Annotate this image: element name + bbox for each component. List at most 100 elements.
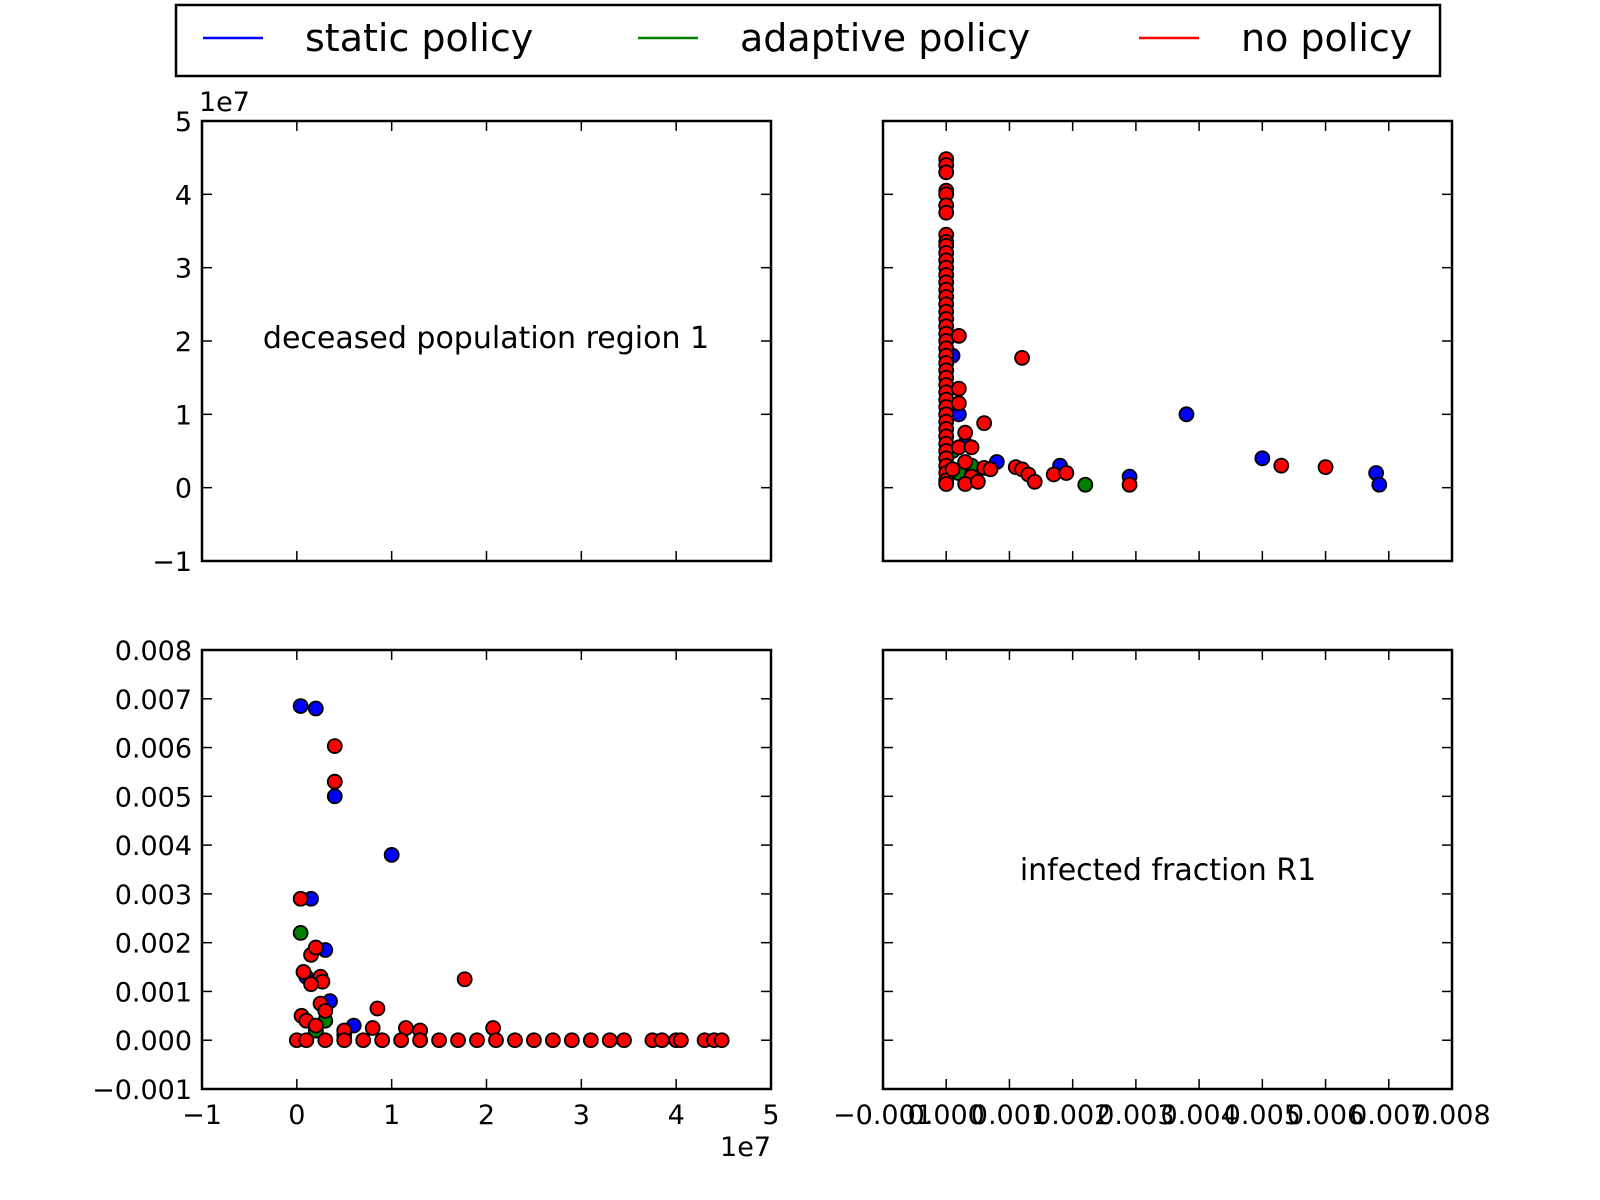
scatter-point-s2-18 [364, 1020, 381, 1036]
scatter-point-s2-1 [326, 773, 343, 790]
scatter-point-s2-27 [393, 1032, 410, 1049]
diagonal-label-bottom-right: infected fraction R1 [1020, 853, 1316, 888]
x-tick-label-0: −1 [182, 1100, 222, 1131]
y-tick-label-5: 0.004 [115, 831, 192, 862]
scatter-point-s2-54 [1014, 349, 1030, 366]
scatter-point-s2-41 [654, 1032, 670, 1049]
scatter-point-s2-46 [713, 1032, 730, 1049]
legend-label-none: no policy [1241, 16, 1412, 60]
x-tick-label-3: 0.002 [1034, 1100, 1111, 1131]
scatter-point-s2-61 [1121, 476, 1138, 493]
x-tick-label-5: 0.004 [1160, 1100, 1237, 1131]
panel-bottom-right: infected fraction R1 −0.0010.0000.0010.0… [833, 648, 1491, 1131]
scatter-point-s1-0 [1077, 476, 1094, 493]
y-tick-label-5: 4 [175, 180, 192, 211]
x-tick-label-4: 0.003 [1097, 1100, 1174, 1131]
y-tick-label-8: 0.007 [115, 685, 192, 716]
scatter-point-s2-2 [938, 164, 955, 181]
scatter-point-s2-38 [601, 1032, 618, 1049]
scatter-point-s2-8 [303, 976, 319, 993]
scatter-point-s2-60 [1058, 465, 1075, 481]
x-tick-label-9: 0.008 [1413, 1100, 1490, 1131]
x-tick-label-6: 0.005 [1224, 1100, 1301, 1131]
legend-frame [174, 3, 1442, 78]
y-tick-label-6: 0.005 [115, 782, 192, 813]
y-tick-label-4: 3 [175, 254, 192, 285]
y-tick-label-9: 0.008 [115, 636, 192, 667]
scatter-point-s2-13 [307, 1017, 324, 1034]
x-tick-label-8: 0.007 [1350, 1100, 1427, 1131]
scatter-point-s2-58 [1026, 473, 1043, 490]
y-tick-label-4: 0.003 [115, 880, 192, 911]
scatter-point-s0-3 [292, 698, 309, 714]
y-tick-label-7: 0.006 [115, 734, 192, 765]
x-tick-label-1: 0.000 [908, 1100, 985, 1131]
scatter-point-s2-30 [450, 1032, 466, 1049]
bottom-left-x-offset-label: 1e7 [720, 1132, 771, 1163]
x-tick-label-2: 1 [383, 1100, 400, 1131]
panel-bottom-right-frame [881, 648, 1454, 1091]
panel-bottom-left-frame [200, 648, 773, 1091]
scatter-point-s2-24 [336, 1032, 353, 1049]
scatter-point-s2-43 [950, 327, 967, 344]
scatter-point-s0-0 [383, 846, 400, 863]
bottom-left-ticks [201, 649, 772, 1090]
scatter-point-s2-5 [307, 939, 324, 956]
x-tick-label-3: 2 [478, 1100, 495, 1131]
scatter-point-s2-22 [298, 1032, 315, 1049]
scatter-point-s2-48 [957, 454, 974, 470]
x-tick-label-1: 0 [288, 1100, 305, 1131]
scatter-point-s2-37 [582, 1032, 599, 1049]
scatter-point-s2-0 [326, 738, 343, 754]
scatter-point-s2-31 [469, 1032, 485, 1049]
scatter-point-s1-0 [292, 925, 309, 941]
scatter-point-s2-34 [526, 1032, 542, 1049]
scatter-point-s0-2 [307, 700, 324, 717]
scatter-point-s0-1 [1254, 450, 1271, 467]
scatter-point-s2-47 [957, 424, 974, 441]
scatter-point-s2-36 [563, 1032, 580, 1049]
scatter-point-s2-14 [369, 1000, 386, 1017]
y-tick-label-0: −0.001 [92, 1075, 192, 1106]
legend: static policy adaptive policy no policy [174, 3, 1442, 78]
scatter-point-s2-43 [673, 1032, 689, 1049]
x-tick-label-6: 5 [762, 1100, 779, 1131]
scatter-point-s2-26 [374, 1032, 391, 1049]
scatter-point-s2-28 [412, 1032, 429, 1049]
scatter-point-s2-25 [355, 1032, 372, 1049]
scatter-point-s2-6 [938, 204, 955, 221]
top-left-y-offset-label: 1e7 [199, 87, 250, 118]
top-left-ticks [201, 120, 772, 562]
y-tick-label-1: 0.000 [115, 1026, 192, 1057]
x-tick-label-2: 0.001 [971, 1100, 1048, 1131]
scatter-point-s2-2 [292, 890, 309, 907]
panel-top-right-frame [881, 119, 1454, 563]
scatter-point-s0-3 [1371, 476, 1388, 493]
scatter-point-s2-3 [295, 964, 312, 980]
y-tick-label-2: 1 [175, 400, 192, 431]
y-tick-label-2: 0.001 [115, 977, 192, 1008]
scatter-point-s2-29 [431, 1032, 447, 1049]
x-tick-label-5: 4 [668, 1100, 685, 1131]
scatter-point-s2-63 [1317, 459, 1334, 476]
bottom-left-x-tick-labels: −1 0 1 2 3 4 5 [182, 1100, 780, 1131]
scatter-point-s2-62 [1273, 457, 1290, 474]
scatter-point-s2-44 [950, 380, 967, 397]
scatter-point-s2-51 [976, 415, 993, 432]
y-tick-label-3: 2 [175, 327, 192, 358]
y-tick-label-0: −1 [152, 547, 192, 578]
scatter-point-s2-45 [950, 395, 967, 412]
scatter-point-s2-42 [938, 476, 955, 492]
bottom-left-points [288, 698, 730, 1049]
x-tick-label-0: −0.001 [833, 1100, 933, 1131]
scatter-point-s2-53 [982, 461, 999, 478]
scatter-point-s2-23 [317, 1032, 334, 1049]
scatter-point-s2-39 [616, 1032, 632, 1049]
scatter-point-s2-35 [544, 1032, 561, 1049]
panel-bottom-left: −0.001 0.000 0.001 0.002 0.003 0.004 0.005 0.00… [92, 636, 780, 1163]
scatter-point-s2-32 [488, 1032, 504, 1049]
scatter-point-s2-64 [944, 461, 961, 478]
scatter-point-s0-0 [1178, 406, 1195, 423]
